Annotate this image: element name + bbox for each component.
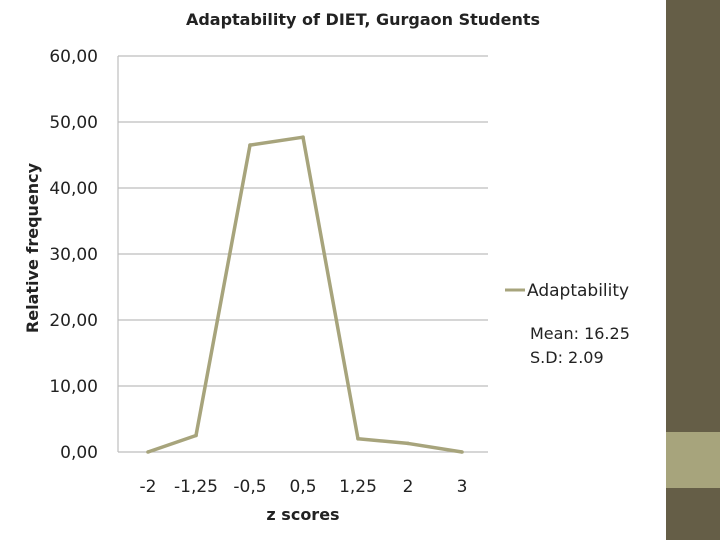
stats-line: Mean: 16.25 (530, 324, 630, 343)
data-point (356, 437, 360, 441)
x-tick-label: -0,5 (233, 477, 266, 497)
series-lines (146, 135, 464, 454)
series-line-adaptability (147, 135, 463, 454)
side-bar-top (666, 0, 720, 432)
data-point (194, 433, 198, 438)
y-tick-label: 50,00 (49, 113, 98, 133)
chart: Adaptability of DIET, Gurgaon Students 0… (23, 10, 630, 524)
data-point (248, 143, 252, 147)
x-tick-label: 3 (457, 477, 468, 497)
y-tick-label: 20,00 (49, 311, 98, 331)
y-tick-label: 0,00 (60, 443, 98, 463)
side-bar-highlight (666, 432, 720, 488)
y-tick-label: 60,00 (49, 47, 98, 67)
stats-annotation: Mean: 16.25 S.D: 2.09 (530, 324, 630, 367)
side-bar-bottom (666, 488, 720, 540)
data-point (301, 135, 305, 139)
stats-line: S.D: 2.09 (530, 348, 604, 367)
x-axis-title: z scores (266, 505, 339, 524)
legend-label: Adaptability (527, 281, 629, 301)
data-point (460, 450, 464, 454)
data-point (146, 450, 150, 454)
legend: Adaptability (505, 281, 629, 301)
y-axis-title: Relative frequency (23, 162, 42, 333)
side-decoration-bar (666, 0, 720, 540)
y-tick-label: 40,00 (49, 179, 98, 199)
x-tick-label: 0,5 (289, 477, 316, 497)
chart-title: Adaptability of DIET, Gurgaon Students (186, 10, 540, 29)
data-point (406, 441, 410, 446)
x-tick-label: -1,25 (174, 477, 218, 497)
y-tick-labels: 0,00 10,00 20,00 30,00 40,00 50,00 60,00 (49, 47, 98, 463)
gridlines (117, 55, 488, 453)
y-tick-label: 10,00 (49, 377, 98, 397)
x-tick-label: 1,25 (339, 477, 377, 497)
y-tick-label: 30,00 (49, 245, 98, 265)
x-tick-labels: -2 -1,25 -0,5 0,5 1,25 2 3 (140, 477, 468, 497)
x-tick-label: -2 (140, 477, 157, 497)
x-tick-label: 2 (403, 477, 414, 497)
